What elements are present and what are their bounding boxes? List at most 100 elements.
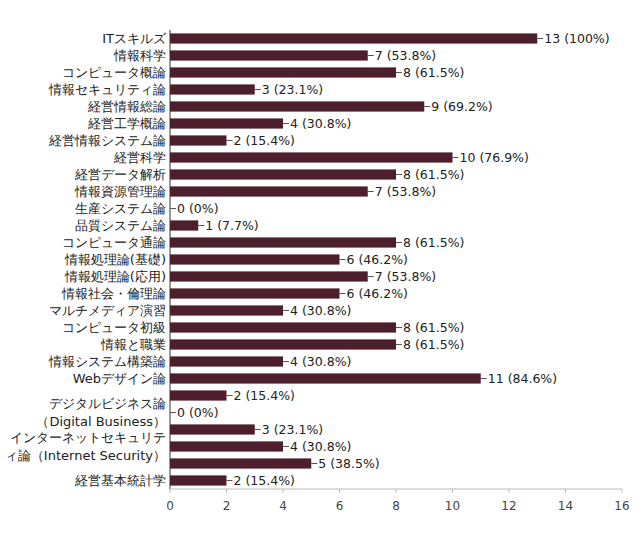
category-label-line: デジタルビジネス論 <box>49 396 166 411</box>
data-label: 4 (30.8%) <box>290 116 351 131</box>
data-label: 7 (53.8%) <box>375 184 436 199</box>
tick-label: 14 <box>558 499 573 513</box>
category-label-line: コンピュータ概論 <box>62 65 166 80</box>
label-leader <box>396 242 402 243</box>
tick-label: 10 <box>445 499 460 513</box>
category-label: コンピュータ概論 <box>62 65 166 80</box>
category-label-line: 情報社会・倫理論 <box>61 286 166 301</box>
bar <box>170 169 396 179</box>
data-label: 2 (15.4%) <box>234 473 295 488</box>
bar <box>170 220 198 230</box>
data-label: 7 (53.8%) <box>375 269 436 284</box>
bar <box>170 305 283 315</box>
tick-label: 2 <box>223 499 231 513</box>
label-leader <box>283 310 289 311</box>
label-leader <box>368 55 374 56</box>
category-label-line: コンピュータ初級 <box>62 320 166 335</box>
bars <box>170 33 537 485</box>
category-label-line: 経営科学 <box>113 150 166 165</box>
bar <box>170 288 340 298</box>
category-label: 情報セキュリティ論 <box>48 82 166 97</box>
bar <box>170 424 255 434</box>
label-leader <box>283 361 289 362</box>
category-label-line: 情報資源管理論 <box>74 184 166 199</box>
category-label-line: 生産システム論 <box>75 201 166 216</box>
bar <box>170 458 311 468</box>
category-label-line: 情報科学 <box>113 48 166 63</box>
bar <box>170 33 537 43</box>
category-label-line: 情報システム構築論 <box>48 354 166 369</box>
data-label: 3 (23.1%) <box>262 422 323 437</box>
category-label: ITスキルズ <box>102 31 167 46</box>
label-leader <box>255 89 261 90</box>
label-leader <box>453 157 459 158</box>
tick-label: 6 <box>336 499 344 513</box>
category-label: 情報処理論(基礎) <box>64 252 166 267</box>
label-leader <box>283 446 289 447</box>
tick <box>396 489 397 493</box>
category-label-line: コンピュータ通論 <box>62 235 166 250</box>
category-label: 経営科学 <box>113 150 166 165</box>
category-label-line: Webデザイン論 <box>73 371 166 386</box>
data-label: 13 (100%) <box>544 31 609 46</box>
data-label: 8 (61.5%) <box>403 235 464 250</box>
label-leader <box>481 378 487 379</box>
category-label-line: マルチメディア演習 <box>49 303 166 318</box>
category-label-line: ィ論（Internet Security） <box>5 448 166 463</box>
category-label-line: 情報処理論(基礎) <box>64 252 166 267</box>
category-label: 経営工学概論 <box>87 116 166 131</box>
label-leader <box>283 123 289 124</box>
category-label-line: 経営工学概論 <box>87 116 166 131</box>
category-label-line: 経営データ解析 <box>74 167 166 182</box>
x-axis <box>170 489 622 490</box>
data-label: 8 (61.5%) <box>403 337 464 352</box>
category-label: マルチメディア演習 <box>49 303 166 318</box>
data-label: 2 (15.4%) <box>234 388 295 403</box>
category-label: コンピュータ初級 <box>62 320 166 335</box>
bar <box>170 84 255 94</box>
category-label: 経営情報総論 <box>87 99 166 114</box>
label-leader <box>170 208 176 209</box>
bar <box>170 118 283 128</box>
tick-label: 8 <box>392 499 400 513</box>
tick <box>509 489 510 493</box>
tick <box>339 489 340 493</box>
label-leader <box>396 174 402 175</box>
tick <box>170 489 171 493</box>
data-label: 2 (15.4%) <box>234 133 295 148</box>
tick <box>565 489 566 493</box>
category-label: 情報処理論(応用) <box>64 269 166 284</box>
chart: 0246810121416ITスキルズ情報科学コンピュータ概論情報セキュリティ論… <box>0 0 642 538</box>
tick-label: 12 <box>501 499 516 513</box>
label-leader <box>396 72 402 73</box>
category-label-line: （Digital Business） <box>36 414 166 429</box>
category-label-line: 情報処理論(応用) <box>64 269 166 284</box>
tick-label: 0 <box>166 499 174 513</box>
category-label: デジタルビジネス論 （Digital Business） <box>36 396 166 429</box>
category-label: 情報社会・倫理論 <box>61 286 166 301</box>
label-leader <box>198 225 204 226</box>
category-label: 経営データ解析 <box>74 167 166 182</box>
tick <box>452 489 453 493</box>
label-leader <box>311 463 317 464</box>
data-label: 0 (0%) <box>177 201 219 216</box>
label-leader <box>227 140 233 141</box>
data-label: 0 (0%) <box>177 405 219 420</box>
category-label-line: インターネットセキュリテ <box>10 430 166 445</box>
data-label: 4 (30.8%) <box>290 303 351 318</box>
category-label: Webデザイン論 <box>73 371 166 386</box>
data-label: 8 (61.5%) <box>403 167 464 182</box>
data-label: 6 (46.2%) <box>347 286 408 301</box>
data-label: 8 (61.5%) <box>403 65 464 80</box>
bar <box>170 475 227 485</box>
category-label: 情報システム構築論 <box>48 354 166 369</box>
data-label: 6 (46.2%) <box>347 252 408 267</box>
bar <box>170 271 368 281</box>
tick <box>283 489 284 493</box>
tick-label: 16 <box>614 499 629 513</box>
data-label: 1 (7.7%) <box>205 218 258 233</box>
category-label: 情報と職業 <box>100 337 166 352</box>
category-label-line: 経営情報総論 <box>87 99 166 114</box>
category-label: コンピュータ通論 <box>62 235 166 250</box>
bar <box>170 237 396 247</box>
